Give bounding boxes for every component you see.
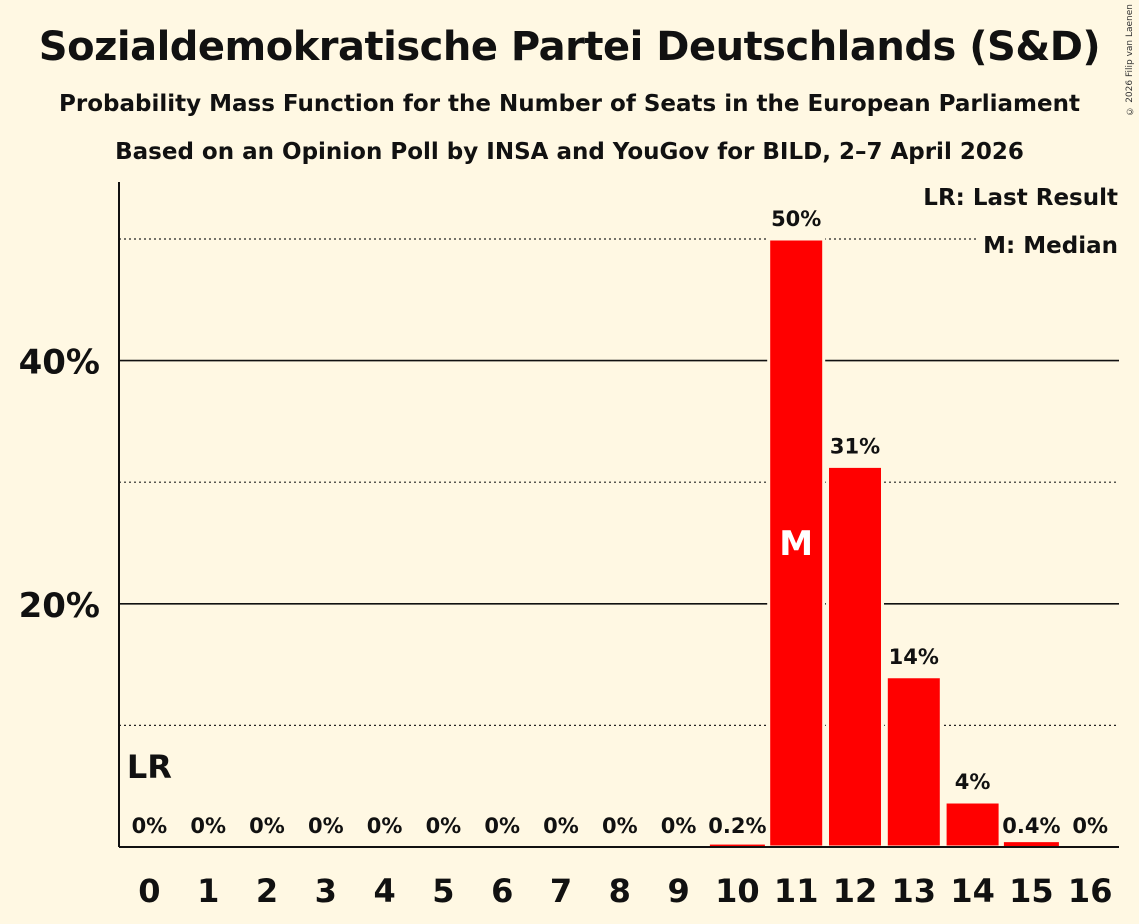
value-label-11: 50% (771, 207, 821, 231)
value-label-9: 0% (661, 814, 697, 838)
x-tick-label-1: 1 (197, 872, 219, 910)
value-label-1: 0% (190, 814, 226, 838)
x-tick-label-8: 8 (609, 872, 631, 910)
median-marker: M (779, 524, 813, 564)
value-label-4: 0% (367, 814, 403, 838)
x-tick-label-14: 14 (950, 872, 995, 910)
chart-subtitle-poll: Based on an Opinion Poll by INSA and You… (115, 139, 1024, 165)
x-tick-label-0: 0 (138, 872, 160, 910)
x-tick-label-9: 9 (667, 872, 689, 910)
last-result-marker: LR (127, 748, 172, 786)
x-tick-label-5: 5 (432, 872, 454, 910)
x-tick-label-12: 12 (833, 872, 878, 910)
value-label-2: 0% (249, 814, 285, 838)
x-tick-label-3: 3 (315, 872, 337, 910)
legend-last-result: LR: Last Result (919, 185, 1118, 211)
bar-15 (1003, 842, 1059, 847)
bar-14 (943, 800, 1002, 849)
x-tick-label-13: 13 (892, 872, 937, 910)
x-tick-label-11: 11 (774, 872, 819, 910)
y-tick-label-20: 20% (19, 586, 100, 626)
legend-median: M: Median (979, 233, 1118, 259)
bar-12 (826, 464, 884, 849)
chart-subtitle: Probability Mass Function for the Number… (59, 91, 1080, 117)
bar-10 (709, 844, 765, 847)
x-tick-label-15: 15 (1009, 872, 1054, 910)
value-label-3: 0% (308, 814, 344, 838)
y-tick-label-40: 40% (19, 343, 100, 383)
bar-13 (884, 675, 943, 849)
value-label-8: 0% (602, 814, 638, 838)
value-label-16: 0% (1072, 814, 1108, 838)
x-tick-label-7: 7 (550, 872, 572, 910)
value-label-13: 14% (889, 645, 939, 669)
value-label-0: 0% (132, 814, 168, 838)
value-label-5: 0% (426, 814, 462, 838)
value-label-7: 0% (543, 814, 579, 838)
value-label-14: 4% (955, 770, 991, 794)
value-label-15: 0.4% (1002, 814, 1060, 838)
value-label-10: 0.2% (708, 814, 766, 838)
x-tick-label-4: 4 (373, 872, 395, 910)
value-label-6: 0% (484, 814, 520, 838)
x-tick-label-2: 2 (256, 872, 278, 910)
x-tick-label-16: 16 (1068, 872, 1113, 910)
x-tick-label-6: 6 (491, 872, 513, 910)
value-label-12: 31% (830, 434, 880, 458)
chart-title: Sozialdemokratische Partei Deutschlands … (38, 24, 1101, 70)
x-tick-label-10: 10 (715, 872, 760, 910)
